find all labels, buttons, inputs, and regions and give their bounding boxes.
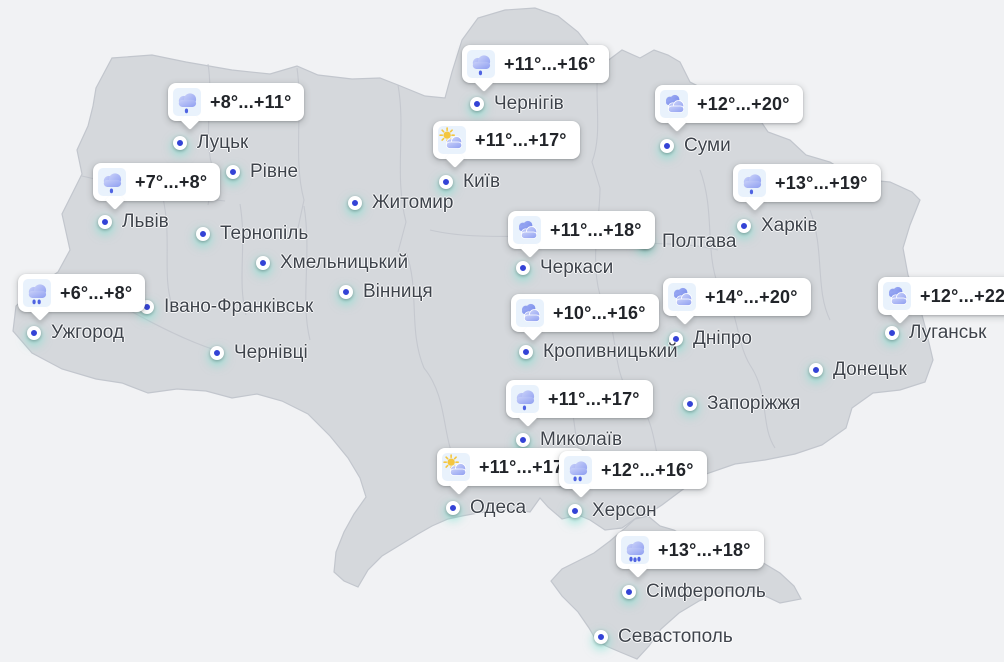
- temperature-range: +12°...+16°: [601, 459, 694, 480]
- city-dot-dnipro[interactable]: [669, 332, 683, 346]
- temperature-range: +8°...+11°: [210, 91, 292, 112]
- city-dot-zhytomyr[interactable]: [348, 196, 362, 210]
- weather-badge-cherkasy[interactable]: +11°...+18°: [508, 211, 655, 249]
- rain-2-icon: [23, 279, 51, 307]
- weather-badge-lutsk[interactable]: +8°...+11°: [168, 83, 305, 121]
- weather-badge-simferopol[interactable]: +13°...+18°: [616, 531, 764, 569]
- weather-badge-dnipro[interactable]: +14°...+20°: [663, 278, 811, 316]
- city-dot-donetsk[interactable]: [809, 363, 823, 377]
- temperature-range: +11°...+17°: [548, 388, 640, 409]
- city-dot-lviv[interactable]: [98, 215, 112, 229]
- city-dot-sumy[interactable]: [660, 139, 674, 153]
- city-dot-kyiv[interactable]: [439, 175, 453, 189]
- cloudy-icon: [883, 282, 911, 310]
- rain-1-icon: [98, 168, 126, 196]
- city-dot-zaporizhzhia[interactable]: [683, 397, 697, 411]
- weather-badge-chernihiv[interactable]: +11°...+16°: [462, 45, 609, 83]
- weather-badge-sumy[interactable]: +12°...+20°: [655, 85, 803, 123]
- rain-1-icon: [467, 50, 495, 78]
- temperature-range: +13°...+19°: [775, 172, 868, 193]
- temperature-range: +12°...+20°: [697, 93, 790, 114]
- weather-badge-luhansk[interactable]: +12°...+22°: [878, 277, 1004, 315]
- city-dot-rivne[interactable]: [226, 165, 240, 179]
- city-dot-chernihiv[interactable]: [470, 97, 484, 111]
- rain-1-icon: [511, 385, 539, 413]
- temperature-range: +13°...+18°: [658, 539, 751, 560]
- city-dot-luhansk[interactable]: [885, 326, 899, 340]
- temperature-range: +12°...+22°: [920, 285, 1004, 306]
- weather-badge-kherson[interactable]: +12°...+16°: [559, 451, 707, 489]
- city-dot-chernivtsi[interactable]: [210, 346, 224, 360]
- temperature-range: +7°...+8°: [135, 171, 208, 192]
- weather-badge-lviv[interactable]: +7°...+8°: [93, 163, 221, 201]
- partly-sunny-icon: [438, 126, 466, 154]
- temperature-range: +11°...+17°: [479, 456, 571, 477]
- cloudy-icon: [668, 283, 696, 311]
- city-dot-khmelnytskyi[interactable]: [256, 256, 270, 270]
- city-dot-odesa[interactable]: [446, 501, 460, 515]
- rain-1-icon: [738, 169, 766, 197]
- temperature-range: +10°...+16°: [553, 302, 646, 323]
- temperature-range: +11°...+17°: [475, 129, 567, 150]
- city-dot-sevastopol[interactable]: [594, 630, 608, 644]
- temperature-range: +14°...+20°: [705, 286, 798, 307]
- city-dot-lutsk[interactable]: [173, 136, 187, 150]
- weather-badge-kharkiv[interactable]: +13°...+19°: [733, 164, 881, 202]
- city-dot-mykolaiv[interactable]: [516, 433, 530, 447]
- city-dot-uzhhorod[interactable]: [27, 326, 41, 340]
- city-dot-simferopol[interactable]: [622, 585, 636, 599]
- temperature-range: +6°...+8°: [60, 282, 133, 303]
- weather-badge-uzhhorod[interactable]: +6°...+8°: [18, 274, 146, 312]
- rain-2-icon: [564, 456, 592, 484]
- temperature-range: +11°...+18°: [550, 219, 642, 240]
- city-dot-ternopil[interactable]: [196, 227, 210, 241]
- rain-3-icon: [621, 536, 649, 564]
- city-dot-kherson[interactable]: [568, 504, 582, 518]
- weather-badge-mykolaiv[interactable]: +11°...+17°: [506, 380, 653, 418]
- weather-badge-kyiv[interactable]: +11°...+17°: [433, 121, 580, 159]
- temperature-range: +11°...+16°: [504, 53, 596, 74]
- cloudy-icon: [660, 90, 688, 118]
- rain-1-icon: [173, 88, 201, 116]
- city-dot-vinnytsia[interactable]: [339, 285, 353, 299]
- cloudy-icon: [516, 299, 544, 327]
- weather-badge-kropyvnytskyi[interactable]: +10°...+16°: [511, 294, 659, 332]
- partly-sunny-icon: [442, 453, 470, 481]
- cloudy-icon: [513, 216, 541, 244]
- city-dot-kharkiv[interactable]: [737, 219, 751, 233]
- city-dot-cherkasy[interactable]: [516, 261, 530, 275]
- city-dot-kropyvnytskyi[interactable]: [519, 345, 533, 359]
